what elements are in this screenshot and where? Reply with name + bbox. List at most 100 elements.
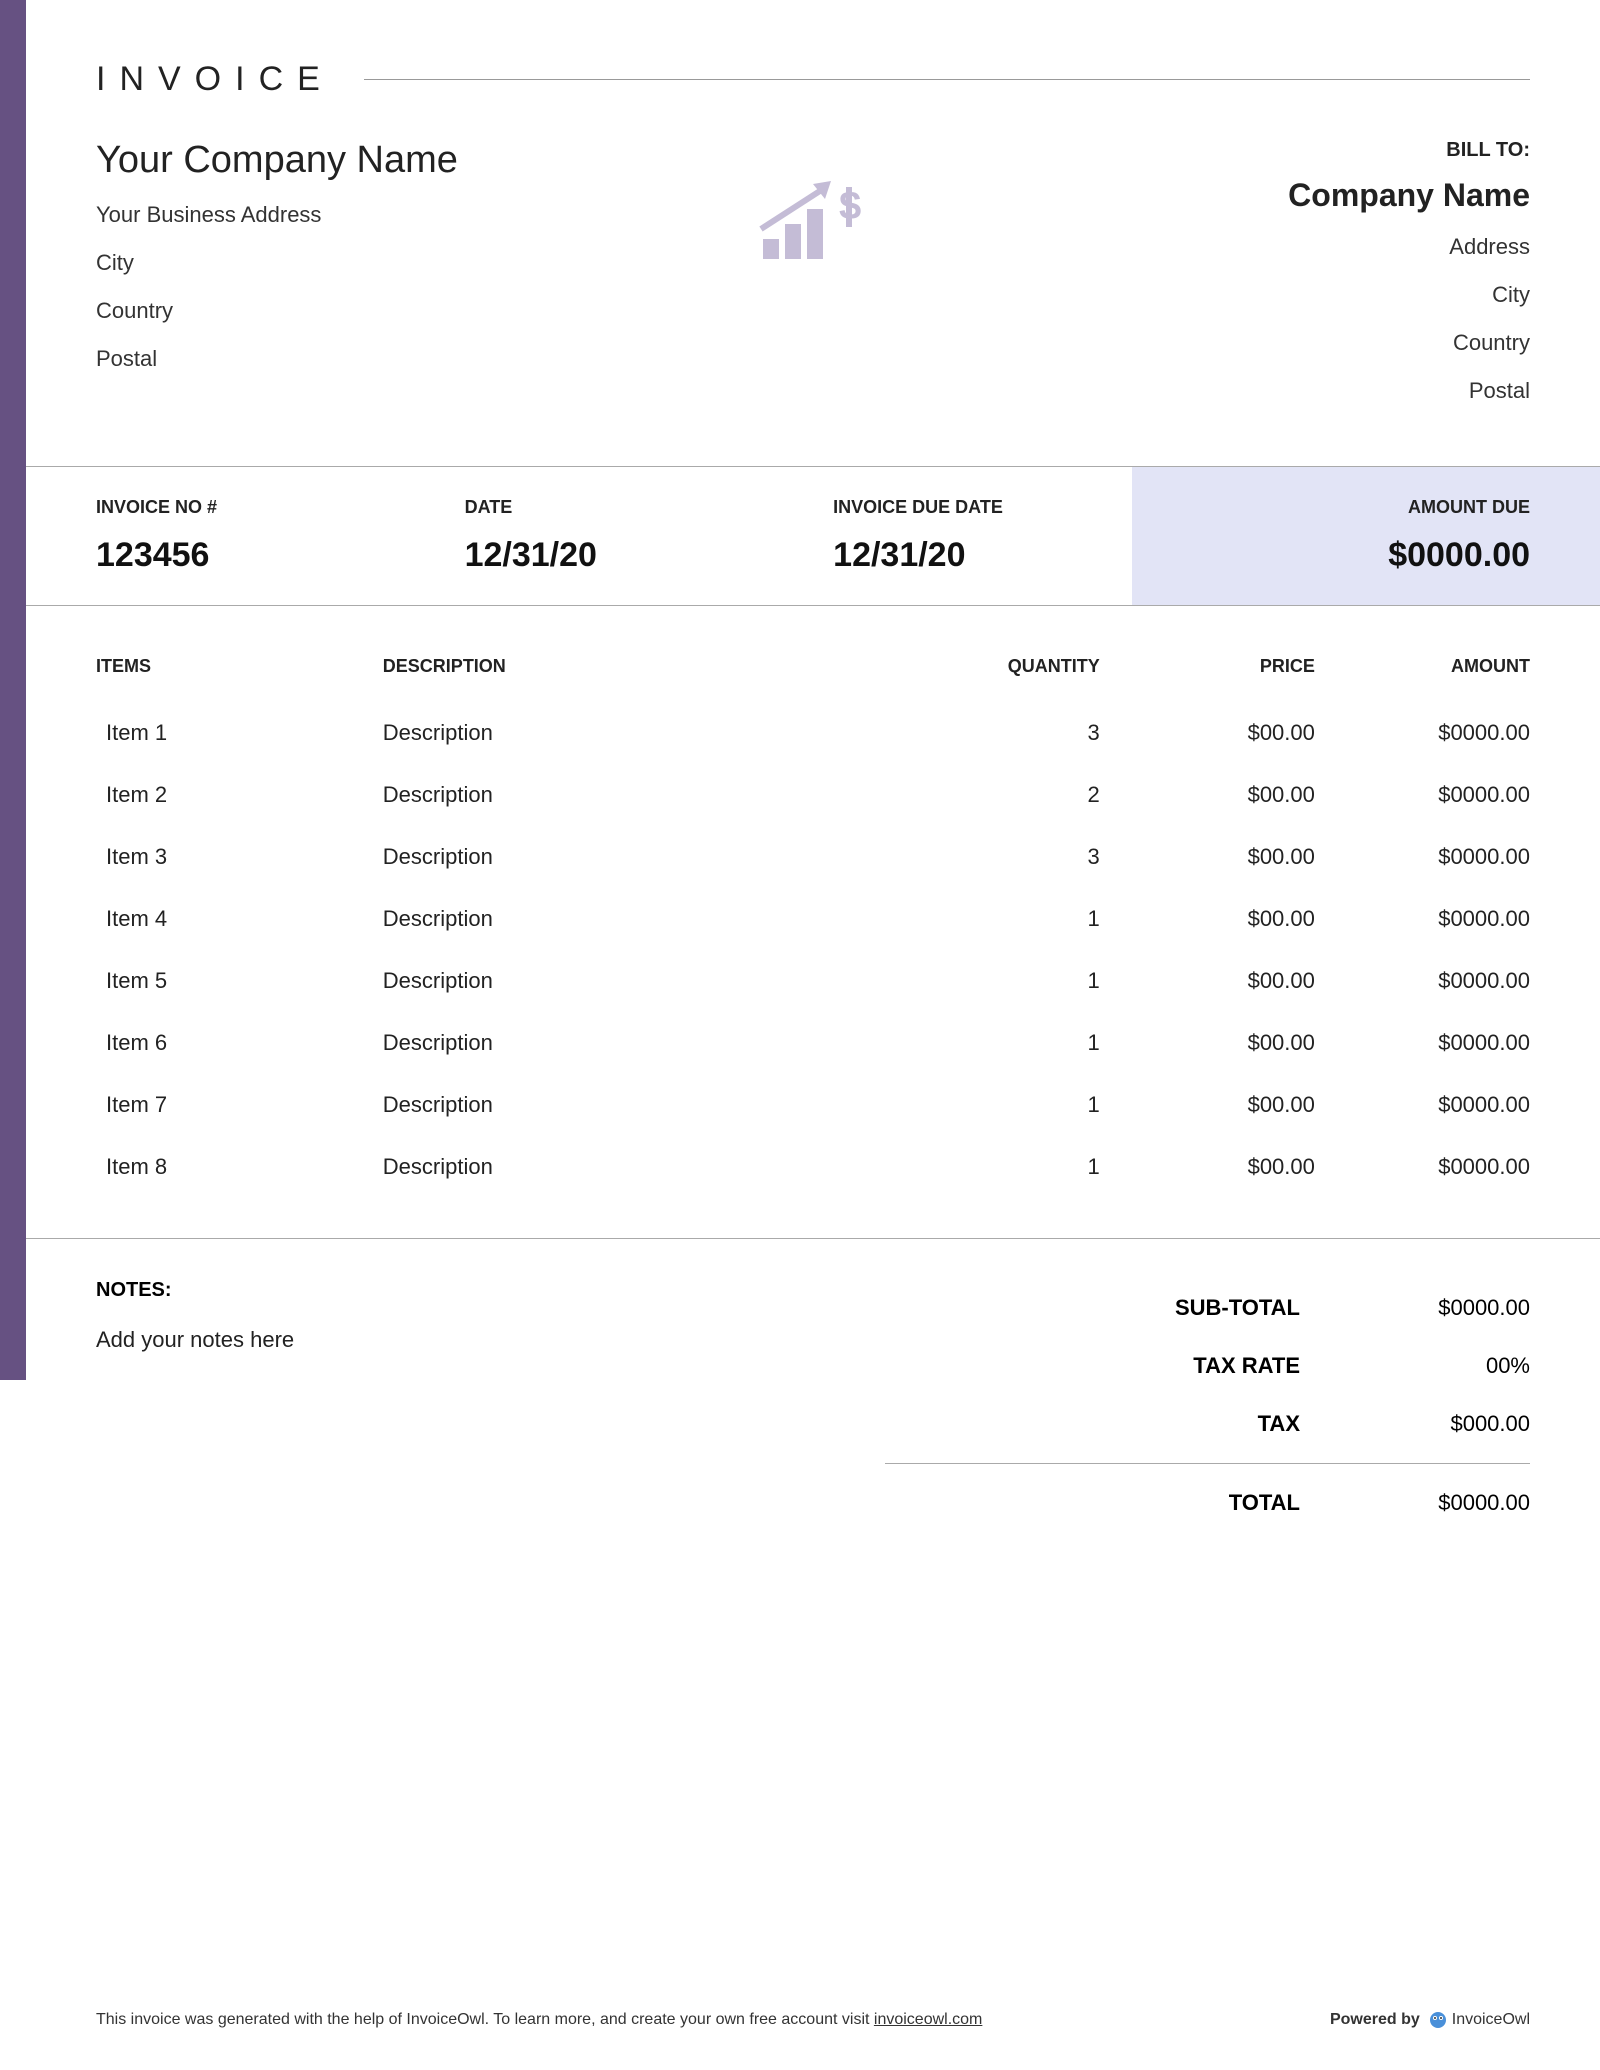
item-row: Item 1Description3$00.00$0000.00 [96,702,1530,764]
item-description: Description [383,968,885,994]
item-row: Item 8Description1$00.00$0000.00 [96,1136,1530,1198]
invoice-title: INVOICE [96,60,334,99]
item-description: Description [383,906,885,932]
buyer-country: Country [1288,330,1530,356]
due-date-cell: INVOICE DUE DATE 12/31/20 [763,467,1132,605]
amount-due-label: AMOUNT DUE [1172,497,1530,518]
item-description: Description [383,844,885,870]
total-value: $0000.00 [1380,1490,1530,1516]
col-header-description: DESCRIPTION [383,656,885,677]
item-description: Description [383,1030,885,1056]
subtotal-label: SUB-TOTAL [885,1295,1380,1321]
totals-block: SUB-TOTAL $0000.00 TAX RATE 00% TAX $000… [885,1279,1530,1532]
date-label: DATE [465,497,764,518]
amount-due-cell: AMOUNT DUE $0000.00 [1132,467,1600,605]
footer-link[interactable]: invoiceowl.com [874,2011,982,2028]
item-quantity: 3 [885,844,1100,870]
seller-country: Country [96,298,458,324]
buyer-city: City [1288,282,1530,308]
item-amount: $0000.00 [1315,782,1530,808]
item-name: Item 2 [96,782,383,808]
item-amount: $0000.00 [1315,1030,1530,1056]
item-quantity: 3 [885,720,1100,746]
seller-city: City [96,250,458,276]
tax-label: TAX [885,1411,1380,1437]
parties-section: Your Company Name Your Business Address … [96,139,1530,466]
item-quantity: 1 [885,906,1100,932]
item-amount: $0000.00 [1315,1154,1530,1180]
item-amount: $0000.00 [1315,1092,1530,1118]
seller-address: Your Business Address [96,202,458,228]
header: INVOICE [96,60,1530,99]
buyer-block: BILL TO: Company Name Address City Count… [1288,139,1530,426]
section-divider [26,1238,1600,1239]
date-value: 12/31/20 [465,536,764,575]
growth-chart-icon: $ [753,169,873,274]
item-row: Item 5Description1$00.00$0000.00 [96,950,1530,1012]
item-quantity: 1 [885,1092,1100,1118]
item-price: $00.00 [1100,782,1315,808]
item-name: Item 8 [96,1154,383,1180]
notes-block: NOTES: Add your notes here [96,1279,670,1532]
seller-name: Your Company Name [96,139,458,182]
col-header-price: PRICE [1100,656,1315,677]
header-rule [364,79,1530,80]
subtotal-value: $0000.00 [1380,1295,1530,1321]
item-name: Item 5 [96,968,383,994]
accent-bar [0,0,26,1380]
item-name: Item 3 [96,844,383,870]
item-description: Description [383,782,885,808]
item-row: Item 6Description1$00.00$0000.00 [96,1012,1530,1074]
tax-rate-value: 00% [1380,1353,1530,1379]
items-header-row: ITEMS DESCRIPTION QUANTITY PRICE AMOUNT [96,656,1530,702]
buyer-address: Address [1288,234,1530,260]
meta-bar: INVOICE NO # 123456 DATE 12/31/20 INVOIC… [26,466,1600,606]
totals-divider [885,1463,1530,1464]
footer-text: This invoice was generated with the help… [96,2011,982,2029]
item-description: Description [383,1092,885,1118]
tax-value: $000.00 [1380,1411,1530,1437]
item-quantity: 1 [885,1154,1100,1180]
subtotal-row: SUB-TOTAL $0000.00 [885,1279,1530,1337]
item-amount: $0000.00 [1315,968,1530,994]
invoice-no-value: 123456 [96,536,395,575]
col-header-amount: AMOUNT [1315,656,1530,677]
bill-to-label: BILL TO: [1288,139,1530,162]
items-body: Item 1Description3$00.00$0000.00Item 2De… [96,702,1530,1198]
invoice-page: INVOICE Your Company Name Your Business … [26,0,1600,1572]
total-row: TOTAL $0000.00 [885,1474,1530,1532]
notes-label: NOTES: [96,1279,670,1302]
seller-postal: Postal [96,346,458,372]
item-price: $00.00 [1100,906,1315,932]
powered-by: Powered by InvoiceOwl [1330,2010,1530,2030]
item-price: $00.00 [1100,968,1315,994]
item-description: Description [383,720,885,746]
due-date-value: 12/31/20 [833,536,1132,575]
brand-text: InvoiceOwl [1452,2011,1530,2029]
buyer-postal: Postal [1288,378,1530,404]
item-price: $00.00 [1100,1092,1315,1118]
item-row: Item 4Description1$00.00$0000.00 [96,888,1530,950]
items-table: ITEMS DESCRIPTION QUANTITY PRICE AMOUNT … [96,656,1530,1198]
notes-text: Add your notes here [96,1327,670,1353]
footer-prefix: This invoice was generated with the help… [96,2011,874,2028]
tax-rate-row: TAX RATE 00% [885,1337,1530,1395]
item-quantity: 1 [885,1030,1100,1056]
item-amount: $0000.00 [1315,844,1530,870]
item-name: Item 4 [96,906,383,932]
item-quantity: 1 [885,968,1100,994]
seller-block: Your Company Name Your Business Address … [96,139,458,426]
item-description: Description [383,1154,885,1180]
invoice-no-cell: INVOICE NO # 123456 [26,467,395,605]
item-name: Item 6 [96,1030,383,1056]
tax-row: TAX $000.00 [885,1395,1530,1453]
bottom-section: NOTES: Add your notes here SUB-TOTAL $00… [96,1279,1530,1532]
date-cell: DATE 12/31/20 [395,467,764,605]
item-price: $00.00 [1100,1154,1315,1180]
footer: This invoice was generated with the help… [96,2010,1530,2030]
item-amount: $0000.00 [1315,906,1530,932]
total-label: TOTAL [885,1490,1380,1516]
owl-icon [1428,2010,1448,2030]
item-price: $00.00 [1100,844,1315,870]
col-header-quantity: QUANTITY [885,656,1100,677]
